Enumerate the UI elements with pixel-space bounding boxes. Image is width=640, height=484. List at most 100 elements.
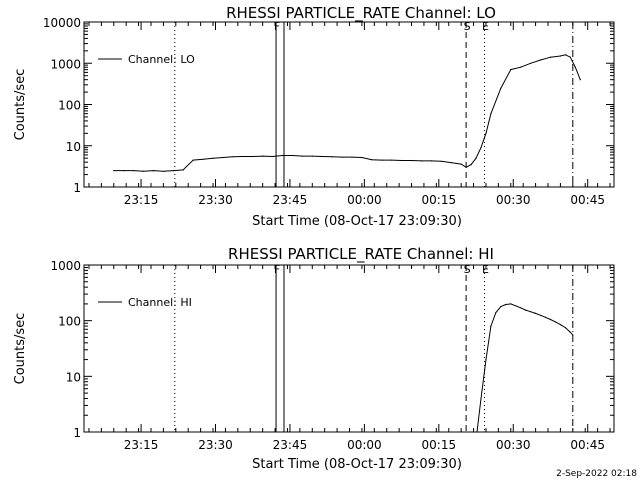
y-tick-label-0-1: 10 bbox=[66, 140, 81, 154]
data-point-0-0-32 bbox=[420, 160, 423, 162]
x-tick-label-1-0: 23:15 bbox=[124, 438, 159, 452]
data-point-1-0-16 bbox=[554, 321, 557, 323]
data-point-1-0-3 bbox=[490, 325, 492, 327]
data-point-0-0-30 bbox=[401, 159, 403, 162]
data-point-0-0-35 bbox=[450, 162, 452, 164]
data-point-1-0-8 bbox=[515, 305, 517, 307]
data-point-0-0-48 bbox=[549, 56, 552, 58]
y-tick-label-1-3: 1000 bbox=[50, 259, 81, 273]
x-tick-label-0-6: 00:45 bbox=[570, 193, 605, 207]
data-point-0-0-11 bbox=[212, 157, 214, 159]
data-point-0-0-29 bbox=[391, 159, 393, 161]
data-point-1-0-11 bbox=[530, 311, 532, 313]
data-point-0-0-52 bbox=[574, 66, 576, 68]
data-point-0-0-10 bbox=[202, 158, 204, 160]
data-point-0-0-40 bbox=[480, 147, 482, 149]
marker-label-1-0: F bbox=[274, 263, 280, 276]
data-point-0-0-47 bbox=[540, 59, 542, 61]
data-point-0-0-16 bbox=[262, 155, 264, 157]
data-point-0-0-7 bbox=[182, 169, 184, 171]
data-point-1-0-14 bbox=[544, 316, 547, 318]
data-point-1-0-2 bbox=[485, 359, 487, 361]
data-point-0-0-4 bbox=[152, 170, 155, 172]
data-point-0-0-50 bbox=[564, 54, 567, 56]
data-point-0-0-8 bbox=[185, 166, 187, 168]
data-point-1-0-12 bbox=[535, 312, 537, 314]
marker-label-1-3: E bbox=[482, 263, 489, 276]
data-point-0-0-12 bbox=[222, 156, 224, 159]
y-tick-label-0-4: 10000 bbox=[43, 16, 81, 30]
data-point-0-0-9 bbox=[192, 159, 194, 161]
y-tick-label-0-2: 100 bbox=[58, 99, 81, 113]
data-point-0-0-39 bbox=[475, 157, 477, 159]
x-tick-label-0-2: 23:45 bbox=[273, 193, 308, 207]
series-line-1-0 bbox=[476, 303, 574, 433]
data-point-0-0-18 bbox=[281, 154, 284, 157]
plot-frame-1 bbox=[83, 264, 615, 433]
data-point-1-0-7 bbox=[510, 303, 512, 305]
chart-title-1: RHESSI PARTICLE_RATE Channel: HI bbox=[228, 245, 494, 264]
x-tick-label-0-5: 00:30 bbox=[496, 193, 531, 207]
y-axis-label-0: Counts/sec bbox=[13, 69, 28, 141]
data-point-0-0-53 bbox=[579, 79, 581, 81]
x-tick-label-1-2: 23:45 bbox=[273, 438, 308, 452]
x-tick-label-1-3: 00:00 bbox=[347, 438, 382, 452]
data-point-1-0-6 bbox=[505, 303, 507, 306]
data-point-0-0-1 bbox=[123, 170, 125, 172]
y-tick-label-1-0: 1 bbox=[73, 426, 81, 440]
x-tick-label-1-5: 00:30 bbox=[496, 438, 531, 452]
data-point-0-0-37 bbox=[465, 166, 467, 168]
data-point-1-0-5 bbox=[500, 305, 502, 308]
data-point-1-0-20 bbox=[572, 334, 574, 336]
y-axis-label-1: Counts/sec bbox=[13, 313, 28, 385]
data-point-0-0-33 bbox=[430, 160, 432, 162]
data-point-0-0-19 bbox=[291, 154, 293, 157]
data-point-0-0-49 bbox=[559, 55, 562, 57]
data-point-0-0-13 bbox=[232, 156, 234, 158]
x-axis-label-0: Start Time (08-Oct-17 23:09:30) bbox=[252, 214, 462, 229]
data-point-0-0-44 bbox=[510, 69, 512, 71]
data-point-1-0-4 bbox=[495, 311, 497, 314]
data-point-0-0-27 bbox=[371, 159, 373, 161]
data-point-0-0-23 bbox=[331, 156, 333, 158]
x-tick-label-0-4: 00:15 bbox=[422, 193, 457, 207]
data-point-0-0-24 bbox=[341, 156, 343, 158]
x-tick-label-1-4: 00:15 bbox=[422, 438, 457, 452]
plot-frame-0 bbox=[83, 21, 615, 188]
legend-label-1: Channel: HI bbox=[128, 296, 192, 309]
data-point-1-0-10 bbox=[525, 309, 527, 311]
data-point-1-0-17 bbox=[559, 324, 562, 326]
data-point-0-0-2 bbox=[133, 170, 135, 172]
data-point-0-0-25 bbox=[351, 156, 353, 158]
data-point-0-0-46 bbox=[530, 62, 532, 64]
data-point-1-0-1 bbox=[480, 397, 482, 400]
data-point-0-0-17 bbox=[272, 155, 274, 158]
data-point-1-0-9 bbox=[520, 307, 522, 309]
x-tick-label-1-1: 23:30 bbox=[198, 438, 233, 452]
y-tick-label-0-3: 1000 bbox=[50, 57, 81, 71]
data-point-1-0-0 bbox=[476, 431, 478, 433]
data-point-0-0-34 bbox=[440, 160, 442, 162]
data-point-1-0-13 bbox=[540, 314, 542, 316]
y-tick-label-1-2: 100 bbox=[58, 315, 81, 329]
legend-label-0: Channel: LO bbox=[128, 53, 195, 66]
data-point-0-0-6 bbox=[172, 170, 174, 172]
x-tick-label-0-0: 23:15 bbox=[124, 193, 159, 207]
chart-title-0: RHESSI PARTICLE_RATE Channel: LO bbox=[226, 4, 496, 23]
data-point-0-0-3 bbox=[143, 170, 145, 172]
data-point-0-0-43 bbox=[500, 87, 502, 89]
data-point-0-0-36 bbox=[460, 163, 462, 165]
data-point-0-0-31 bbox=[410, 159, 413, 162]
y-tick-label-0-0: 1 bbox=[73, 181, 81, 195]
x-tick-label-1-6: 00:45 bbox=[570, 438, 605, 452]
x-tick-label-0-3: 00:00 bbox=[347, 193, 382, 207]
data-point-0-0-5 bbox=[162, 170, 164, 172]
marker-label-0-0: F bbox=[274, 20, 280, 33]
timestamp-label: 2-Sep-2022 02:18 bbox=[556, 469, 637, 479]
y-tick-label-1-1: 10 bbox=[66, 370, 81, 384]
data-point-0-0-28 bbox=[381, 159, 383, 161]
data-point-0-0-51 bbox=[569, 56, 571, 58]
data-point-0-0-14 bbox=[242, 155, 244, 158]
